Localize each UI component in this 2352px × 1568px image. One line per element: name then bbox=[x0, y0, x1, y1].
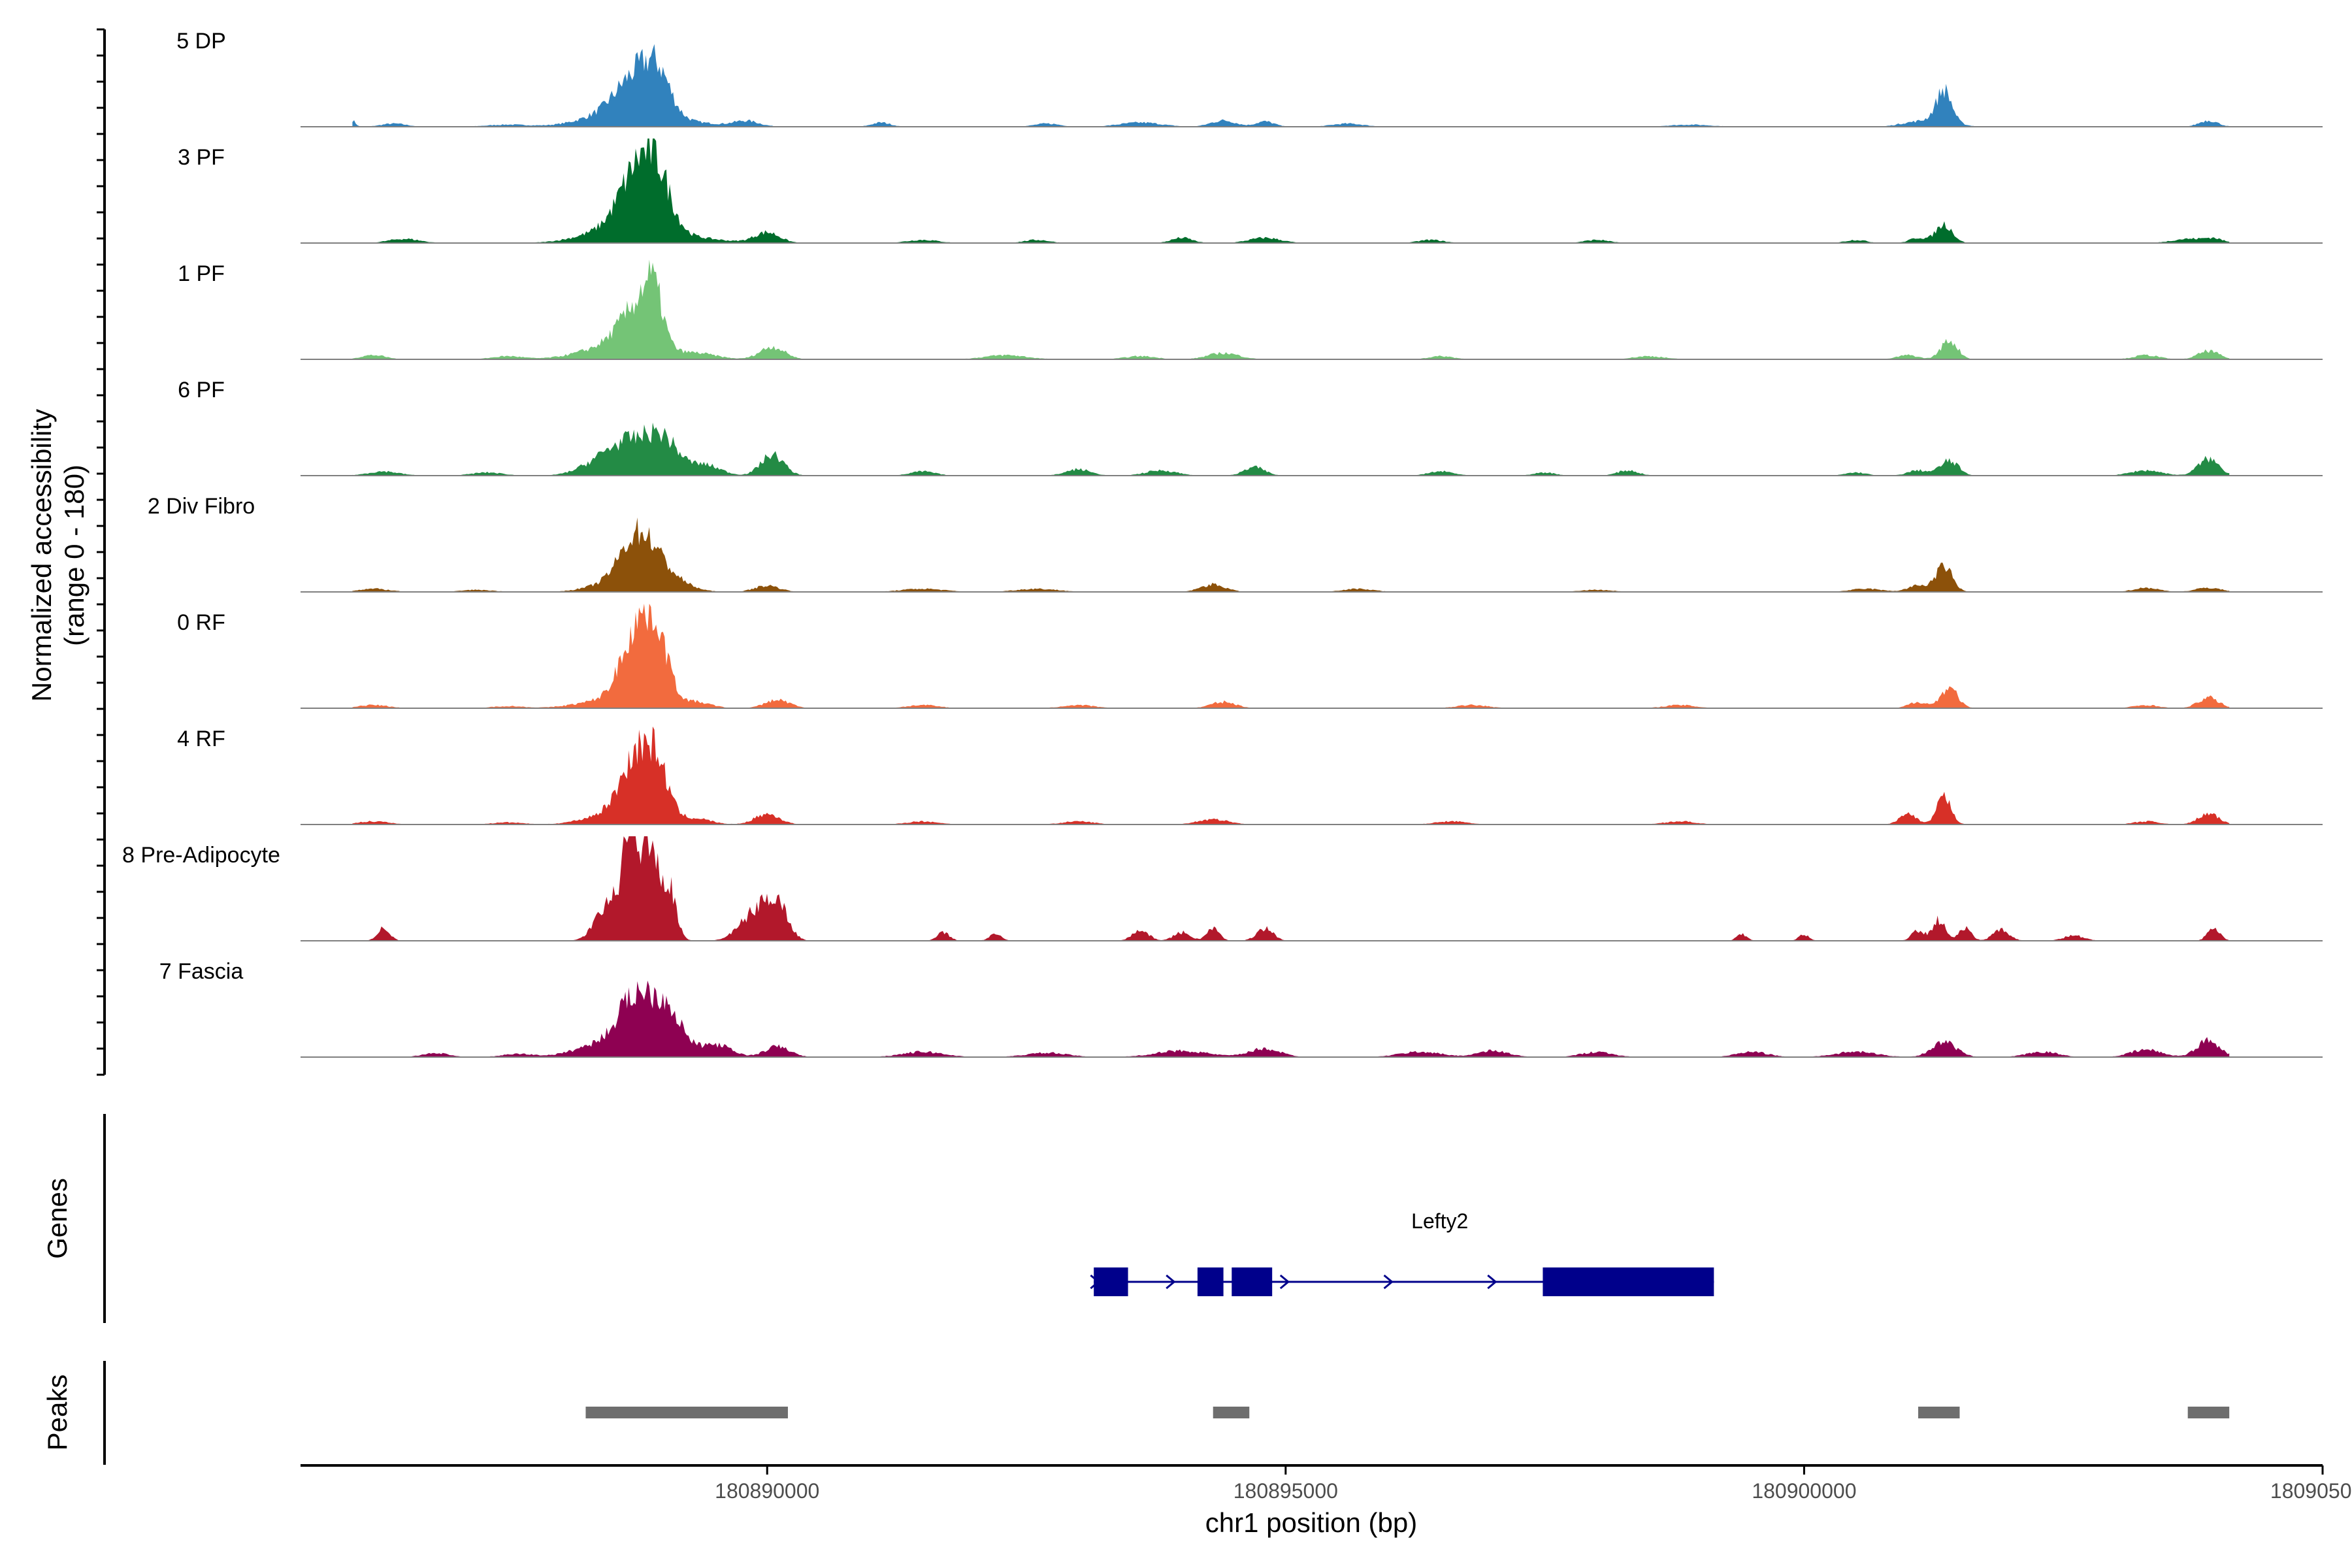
gene-exon bbox=[1094, 1267, 1128, 1296]
coverage-area bbox=[352, 44, 2230, 127]
strand-arrow bbox=[1166, 1274, 1176, 1290]
coverage-area bbox=[352, 727, 2230, 825]
track-2-div-fibro: 2 Div Fibro bbox=[148, 494, 2323, 593]
track-label: 1 PF bbox=[178, 261, 225, 286]
track-label: 4 RF bbox=[177, 727, 225, 751]
coverage-y-axis-title: Normalized accessibility (range 0 - 180) bbox=[26, 409, 90, 702]
track-label: 6 PF bbox=[178, 378, 225, 402]
x-tick-label: 180905000 bbox=[2270, 1479, 2352, 1503]
coverage-area bbox=[352, 259, 2230, 359]
gene-exon bbox=[1543, 1267, 1714, 1296]
y-axis-title: Normalized accessibility bbox=[26, 409, 57, 702]
gene-exon bbox=[1197, 1267, 1224, 1296]
coverage-y-axis bbox=[97, 28, 106, 1076]
genes-panel-title: Genes bbox=[42, 1178, 73, 1259]
track-3-pf: 3 PF bbox=[178, 139, 2323, 244]
peak-track bbox=[585, 1407, 2230, 1418]
peaks-panel-title: Peaks bbox=[42, 1375, 73, 1451]
strand-arrow bbox=[1383, 1274, 1394, 1290]
peak-region bbox=[585, 1407, 788, 1418]
track-5-dp: 5 DP bbox=[176, 29, 2323, 127]
track-0-rf: 0 RF bbox=[177, 604, 2323, 709]
x-tick-label: 180900000 bbox=[1752, 1479, 1856, 1503]
x-tick-label: 180895000 bbox=[1233, 1479, 1338, 1503]
x-axis-title: chr1 position (bp) bbox=[1205, 1507, 1418, 1538]
track-8-pre-adipocyte: 8 Pre-Adipocyte bbox=[122, 836, 2323, 941]
gene-label: Lefty2 bbox=[1411, 1209, 1468, 1233]
x-tick-label: 180890000 bbox=[715, 1479, 819, 1503]
peak-region bbox=[1918, 1407, 1960, 1418]
track-label: 0 RF bbox=[177, 610, 225, 635]
track-label: 2 Div Fibro bbox=[148, 494, 255, 519]
track-label: 8 Pre-Adipocyte bbox=[122, 843, 280, 868]
track-1-pf: 1 PF bbox=[178, 259, 2323, 360]
y-axis-range: (range 0 - 180) bbox=[59, 465, 90, 646]
peak-region bbox=[2187, 1407, 2230, 1418]
coverage-area bbox=[352, 604, 2230, 708]
coverage-area bbox=[352, 517, 2230, 592]
coverage-area bbox=[352, 836, 2230, 941]
coverage-tracks: 5 DP 3 PF 1 PF 6 PF 2 Div Fibro 0 RF 4 RF 8 Pre… bbox=[122, 29, 2323, 1058]
x-axis: 180890000 180895000 180900000 180905000 bbox=[301, 1464, 2352, 1503]
track-label: 7 Fascia bbox=[159, 959, 244, 984]
track-6-pf: 6 PF bbox=[178, 378, 2323, 476]
coverage-area bbox=[352, 422, 2230, 476]
strand-arrow bbox=[1487, 1274, 1497, 1290]
strand-arrow bbox=[1279, 1274, 1290, 1290]
coverage-area bbox=[352, 980, 2230, 1057]
track-4-rf: 4 RF bbox=[177, 727, 2323, 825]
track-7-fascia: 7 Fascia bbox=[159, 959, 2323, 1058]
track-label: 5 DP bbox=[176, 29, 226, 54]
gene-exon bbox=[1232, 1267, 1273, 1296]
gene-track: Lefty2 bbox=[1090, 1209, 1714, 1296]
track-label: 3 PF bbox=[178, 145, 225, 170]
coverage-area bbox=[352, 139, 2230, 243]
peak-region bbox=[1213, 1407, 1250, 1418]
